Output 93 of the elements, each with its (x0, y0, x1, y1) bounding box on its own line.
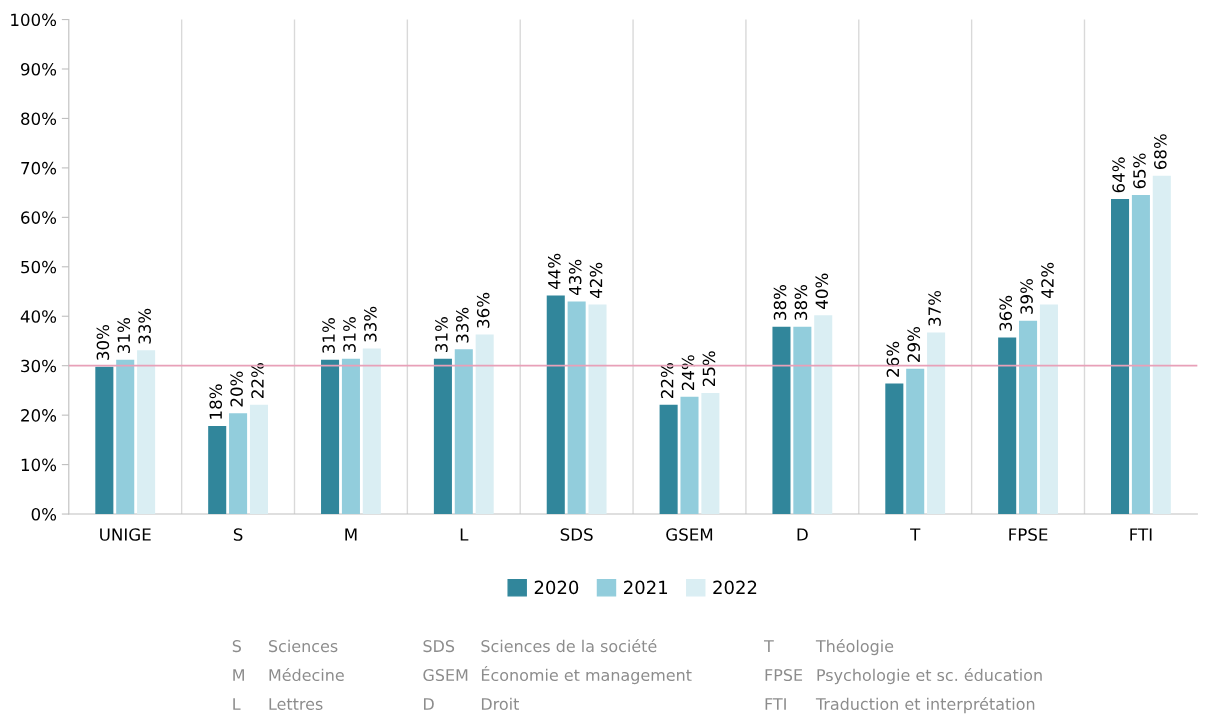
bar (701, 392, 720, 515)
data-label: 68% (1154, 134, 1167, 170)
x-tick-label: SDS (560, 528, 593, 541)
data-label: 64% (1112, 157, 1125, 193)
data-label: 24% (681, 355, 695, 391)
bar (1019, 320, 1038, 515)
x-tick-label: GSEM (666, 528, 713, 541)
bar (567, 301, 586, 515)
bar (927, 332, 946, 515)
y-tick-label: 100% (11, 13, 57, 27)
legend-label: 2020 (534, 580, 579, 595)
x-tick-label: FPSE (1009, 528, 1048, 541)
bar (546, 295, 565, 515)
bar (1152, 175, 1171, 515)
bar (475, 334, 494, 515)
x-tick-label: UNIGE (100, 528, 151, 541)
data-label: 22% (251, 363, 264, 398)
x-tick-label: S (233, 528, 243, 541)
bar (137, 350, 156, 515)
text: D Droit (424, 697, 519, 711)
data-label: 22% (660, 363, 674, 398)
x-tick-label: M (345, 528, 357, 541)
data-label: 31% (343, 317, 356, 352)
bar (906, 368, 925, 515)
y-tick-label: 60% (21, 211, 57, 224)
data-label: 31% (322, 318, 335, 353)
y-tick-label: 40% (20, 310, 57, 323)
data-label: 31% (435, 317, 448, 352)
bar (680, 396, 699, 515)
data-label: 37% (928, 290, 941, 326)
text: SDS Sciences de la société (423, 639, 657, 653)
y-tick-label: 80% (21, 112, 57, 126)
bar (249, 404, 268, 515)
bar (793, 326, 812, 515)
text: S Sciences (232, 639, 338, 653)
x-tick-label: D (797, 528, 808, 541)
legend-label: 2021 (624, 580, 668, 595)
data-label: 20% (230, 371, 243, 407)
bar (208, 426, 227, 515)
bar (588, 304, 607, 515)
data-label: 42% (1041, 262, 1054, 298)
bar (229, 413, 248, 515)
data-label: 40% (815, 273, 829, 309)
y-tick-label: 70% (21, 161, 57, 175)
bar (95, 366, 114, 515)
data-label: 42% (589, 262, 603, 298)
text: M Médecine (233, 668, 344, 682)
bar (659, 404, 678, 515)
data-label: 38% (773, 284, 787, 320)
y-tick-label: 90% (21, 62, 57, 76)
text: L Lettres (233, 698, 323, 711)
data-label: 33% (138, 308, 151, 344)
bar (454, 349, 473, 515)
data-label: 26% (886, 341, 900, 377)
data-label: 30% (96, 325, 110, 360)
data-label: 29% (907, 326, 921, 362)
text: GSEM Économie et management (423, 666, 692, 685)
bar (1111, 199, 1130, 515)
data-label: 36% (476, 292, 490, 328)
bar (1039, 304, 1058, 515)
x-tick-label: L (460, 528, 469, 541)
data-label: 33% (364, 306, 377, 342)
bar (885, 383, 904, 515)
bar (321, 359, 340, 515)
data-label: 33% (456, 307, 469, 343)
data-label: 38% (794, 284, 808, 320)
y-tick-label: 10% (21, 458, 57, 472)
data-label: 31% (117, 318, 131, 353)
x-tick-label: FTI (1130, 528, 1152, 541)
bar (433, 358, 452, 515)
data-label: 18% (209, 384, 223, 419)
x-tick-label: T (910, 528, 921, 541)
data-label: 65% (1133, 153, 1146, 189)
data-label: 39% (1020, 279, 1033, 314)
bar (772, 326, 791, 515)
data-label: 43% (568, 259, 582, 296)
y-tick-label: 30% (21, 359, 57, 373)
data-label: 36% (999, 295, 1013, 331)
y-tick-label: 0% (31, 508, 57, 521)
bar (1131, 195, 1150, 515)
text: FTI Traduction et interprétation (765, 697, 1035, 714)
bar (814, 315, 833, 515)
bar (341, 358, 360, 515)
bar (998, 337, 1017, 515)
legend-label: 2022 (713, 580, 757, 595)
data-label: 25% (702, 351, 716, 387)
bar (362, 348, 381, 515)
text: FPSE Psychologie et sc. éducation (765, 668, 1042, 685)
data-label: 44% (548, 253, 561, 290)
bar (116, 359, 135, 515)
text: T Théologie (763, 639, 894, 656)
y-tick-label: 50% (21, 260, 57, 274)
y-tick-label: 20% (21, 409, 57, 422)
